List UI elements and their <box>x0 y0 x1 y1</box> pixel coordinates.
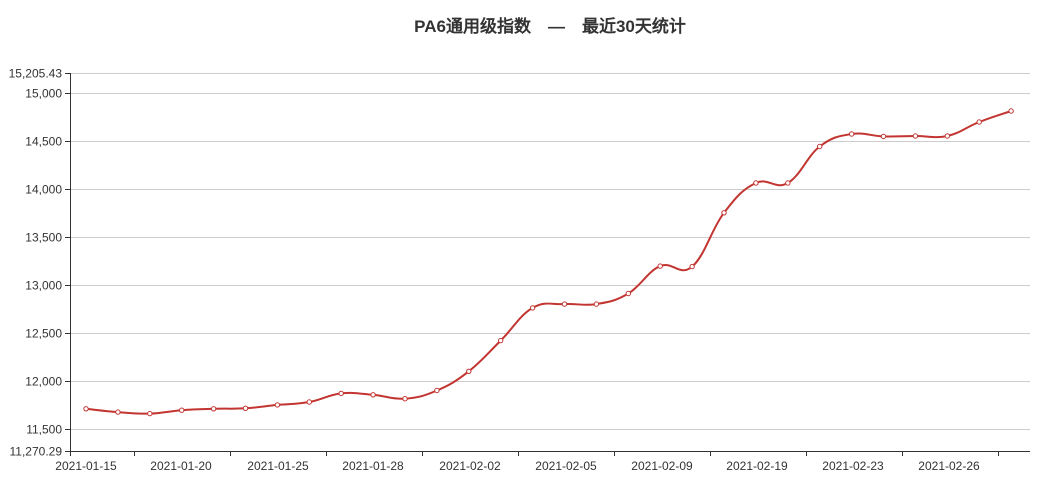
x-tick-label-5: 2021-02-05 <box>535 459 597 473</box>
chart-title: PA6通用级指数 — 最近30天统计 <box>414 16 686 36</box>
x-tick-label-4: 2021-02-02 <box>439 459 501 473</box>
data-point-6[interactable] <box>274 402 281 408</box>
data-points <box>83 108 1014 417</box>
data-point-12[interactable] <box>466 368 472 374</box>
y-tick-label-0: 11,270.29 <box>10 445 63 459</box>
data-point-21[interactable] <box>753 180 759 186</box>
data-point-27[interactable] <box>944 133 950 139</box>
x-tick-label-2: 2021-01-25 <box>247 459 309 473</box>
y-tick-label-1: 11,500 <box>26 423 62 437</box>
series-line <box>85 110 1012 415</box>
x-tick-label-7: 2021-02-19 <box>726 459 788 473</box>
data-point-22[interactable] <box>785 180 791 186</box>
grid-lines <box>70 73 1030 452</box>
y-tick-label-7: 14,500 <box>25 135 62 149</box>
y-tick-label-9: 15,205.43 <box>9 67 63 81</box>
data-point-23[interactable] <box>817 143 823 150</box>
data-point-5[interactable] <box>242 405 249 411</box>
data-point-0[interactable] <box>83 406 89 412</box>
data-point-14[interactable] <box>529 305 536 311</box>
data-point-24[interactable] <box>848 131 855 137</box>
data-point-29[interactable] <box>1008 108 1014 114</box>
data-point-13[interactable] <box>498 337 504 344</box>
x-tick-label-6: 2021-02-09 <box>631 459 693 473</box>
data-point-8[interactable] <box>338 390 344 397</box>
data-point-3[interactable] <box>179 407 185 413</box>
data-point-18[interactable] <box>657 263 663 269</box>
data-point-15[interactable] <box>561 301 568 307</box>
x-tick-label-3: 2021-01-28 <box>342 459 404 473</box>
y-tick-label-4: 13,000 <box>25 279 62 293</box>
x-tick-label-9: 2021-02-26 <box>918 459 980 473</box>
data-point-9[interactable] <box>370 392 376 398</box>
x-tick-label-0: 2021-01-15 <box>55 459 117 473</box>
data-point-20[interactable] <box>721 210 727 216</box>
axes <box>65 73 1030 456</box>
data-point-7[interactable] <box>306 399 312 405</box>
data-point-16[interactable] <box>593 301 600 307</box>
data-point-19[interactable] <box>689 263 695 270</box>
x-axis-tick-labels: 2021-01-15 2021-01-20 2021-01-25 2021-01-28… <box>55 459 980 473</box>
data-point-11[interactable] <box>434 387 440 394</box>
y-tick-label-5: 13,500 <box>25 231 62 245</box>
data-point-4[interactable] <box>210 406 217 412</box>
x-tick-label-1: 2021-01-20 <box>150 459 212 473</box>
y-tick-label-2: 12,000 <box>25 375 62 389</box>
y-tick-label-3: 12,500 <box>25 327 62 341</box>
data-point-26[interactable] <box>912 133 919 139</box>
data-point-25[interactable] <box>880 133 887 140</box>
data-point-2[interactable] <box>147 410 153 417</box>
data-point-1[interactable] <box>115 409 121 415</box>
y-axis-tick-labels: 11,270.29 11,500 12,000 12,500 13,000 13,500 1… <box>9 67 63 459</box>
data-point-10[interactable] <box>402 396 408 402</box>
data-point-17[interactable] <box>625 290 631 297</box>
data-point-28[interactable] <box>976 119 982 125</box>
x-tick-label-8: 2021-02-23 <box>822 459 884 473</box>
y-tick-label-6: 14,000 <box>25 183 62 197</box>
y-tick-label-8: 15,000 <box>25 87 62 101</box>
